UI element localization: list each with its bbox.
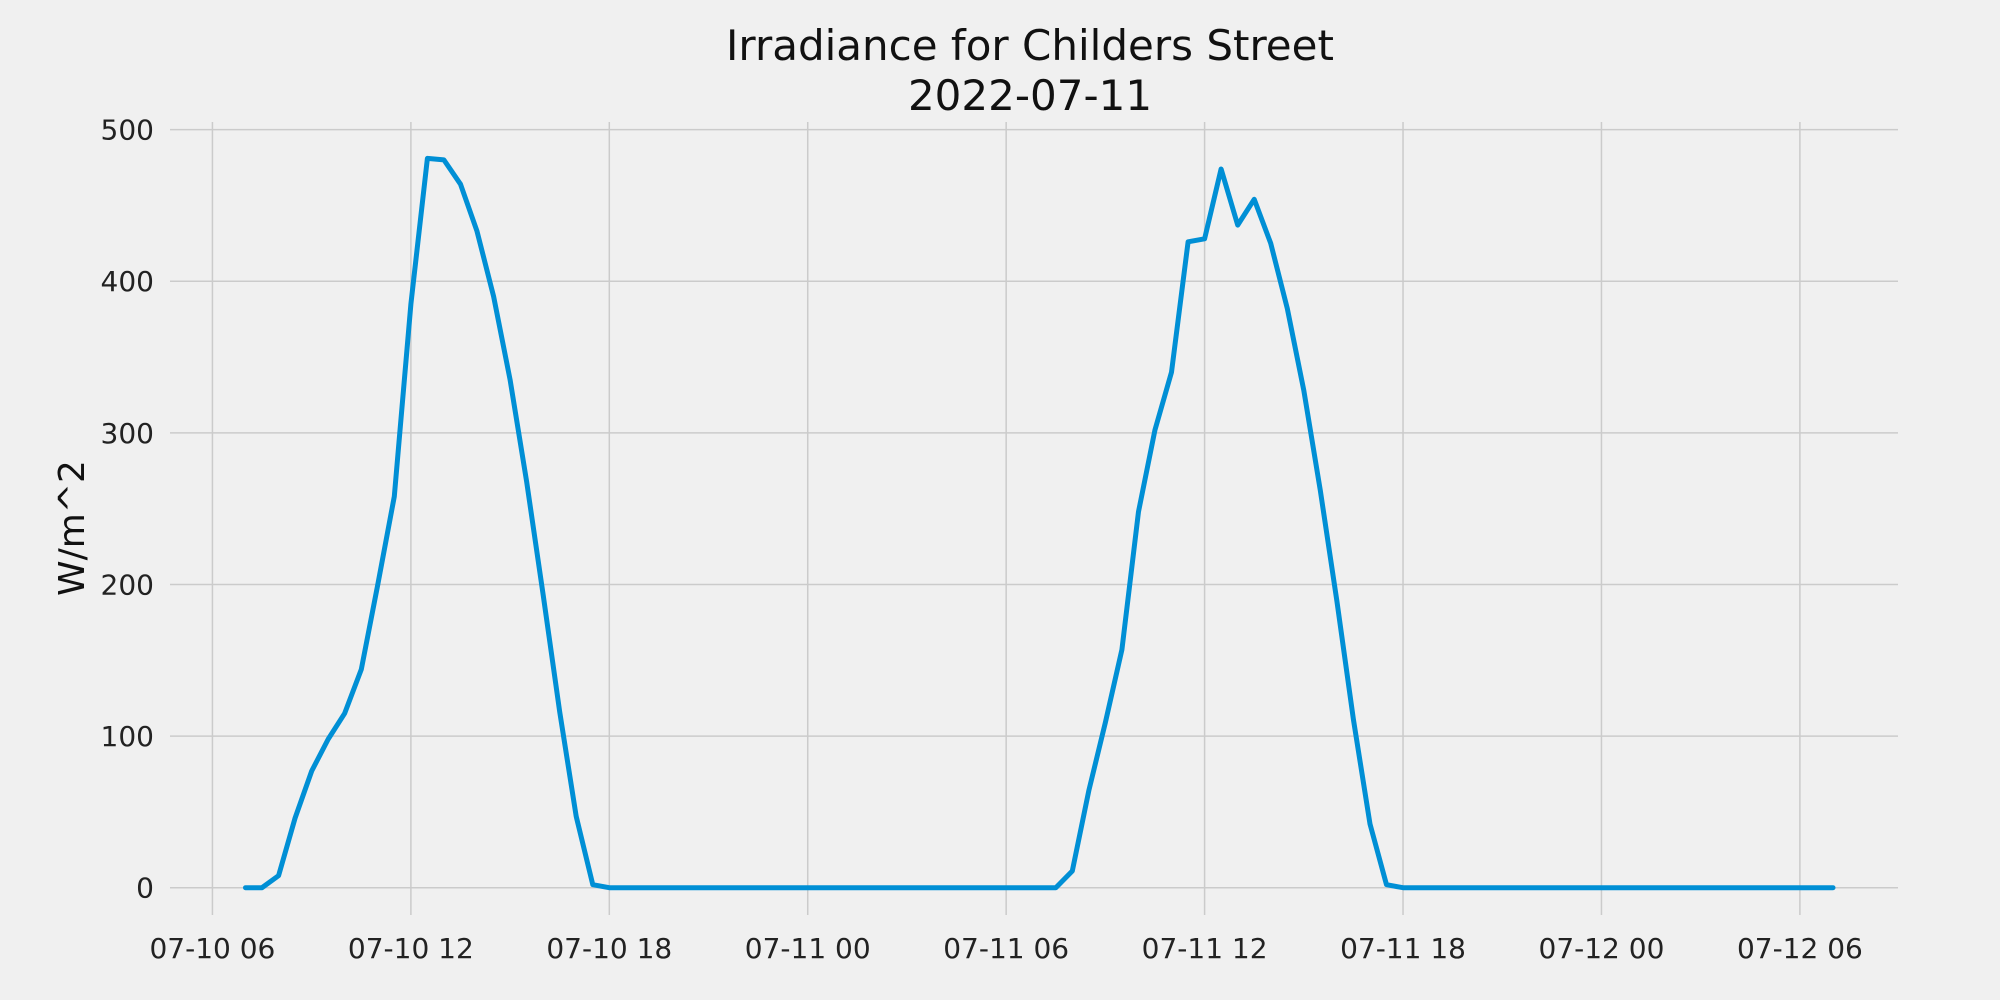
data-point xyxy=(1402,886,1404,889)
data-point xyxy=(1286,307,1289,310)
data-point xyxy=(1187,240,1189,243)
x-tick-label: 07-11 12 xyxy=(1142,932,1268,965)
data-point xyxy=(1203,237,1206,240)
x-tick-label: 07-10 06 xyxy=(149,932,275,965)
data-point xyxy=(244,886,247,889)
y-tick-label: 200 xyxy=(101,568,154,601)
x-tick-label: 07-12 06 xyxy=(1737,932,1863,965)
data-point xyxy=(410,303,412,305)
data-point xyxy=(591,883,594,886)
data-point xyxy=(277,874,280,877)
data-point xyxy=(1369,823,1371,825)
data-point xyxy=(1170,371,1173,373)
data-point xyxy=(327,738,329,740)
data-point xyxy=(393,495,396,498)
data-point xyxy=(1220,168,1222,170)
x-tick-label: 07-10 18 xyxy=(546,932,672,965)
y-tick-label: 400 xyxy=(101,265,154,298)
data-point xyxy=(377,583,379,586)
data-point xyxy=(1104,721,1107,724)
data-point xyxy=(1336,600,1338,602)
data-point xyxy=(1352,718,1355,721)
data-point xyxy=(542,594,544,596)
irradiance-line xyxy=(243,155,1836,891)
data-point xyxy=(608,886,611,889)
data-point xyxy=(1154,428,1156,431)
data-point xyxy=(1253,198,1256,201)
data-point xyxy=(343,712,346,715)
data-point xyxy=(459,183,462,185)
chart-title: Irradiance for Childers Street xyxy=(726,21,1334,70)
y-tick-label: 500 xyxy=(101,114,154,147)
x-tick-label: 07-11 06 xyxy=(943,932,1069,965)
data-point xyxy=(575,815,578,818)
data-point xyxy=(1303,389,1305,392)
data-point xyxy=(525,480,528,483)
data-point xyxy=(1121,648,1123,651)
data-point xyxy=(509,378,511,381)
data-point xyxy=(310,770,313,772)
grid-layer xyxy=(170,122,1898,915)
data-point xyxy=(360,668,363,671)
data-point xyxy=(1137,510,1140,513)
y-tick-label: 100 xyxy=(101,720,154,753)
y-axis-ticks: 0 100 200 300 400 500 xyxy=(101,114,154,905)
y-axis-label: W/m^2 xyxy=(52,460,93,596)
x-tick-label: 07-12 00 xyxy=(1539,932,1665,965)
data-point xyxy=(492,295,495,298)
data-point xyxy=(1269,242,1272,245)
chart-subtitle: 2022-07-11 xyxy=(908,71,1152,120)
x-axis-ticks: 07-10 06 07-10 12 07-10 18 07-11 00 07-11 06… xyxy=(149,932,1862,965)
x-tick-label: 07-11 00 xyxy=(745,932,871,965)
data-point xyxy=(1071,870,1074,872)
data-point xyxy=(261,886,263,889)
data-point xyxy=(1319,489,1322,492)
data-point xyxy=(1832,886,1834,889)
series-layer xyxy=(243,155,1836,891)
data-point xyxy=(1088,789,1090,792)
data-point xyxy=(1236,224,1239,226)
data-point xyxy=(1385,883,1388,886)
y-tick-label: 0 xyxy=(136,872,154,905)
y-tick-label: 300 xyxy=(101,417,154,450)
data-point xyxy=(1054,886,1057,889)
x-tick-label: 07-11 18 xyxy=(1340,932,1466,965)
data-point xyxy=(558,711,561,713)
data-point xyxy=(476,230,478,232)
x-tick-label: 07-10 12 xyxy=(348,932,474,965)
data-point xyxy=(426,157,429,160)
data-point xyxy=(443,159,445,161)
data-point xyxy=(294,817,296,819)
